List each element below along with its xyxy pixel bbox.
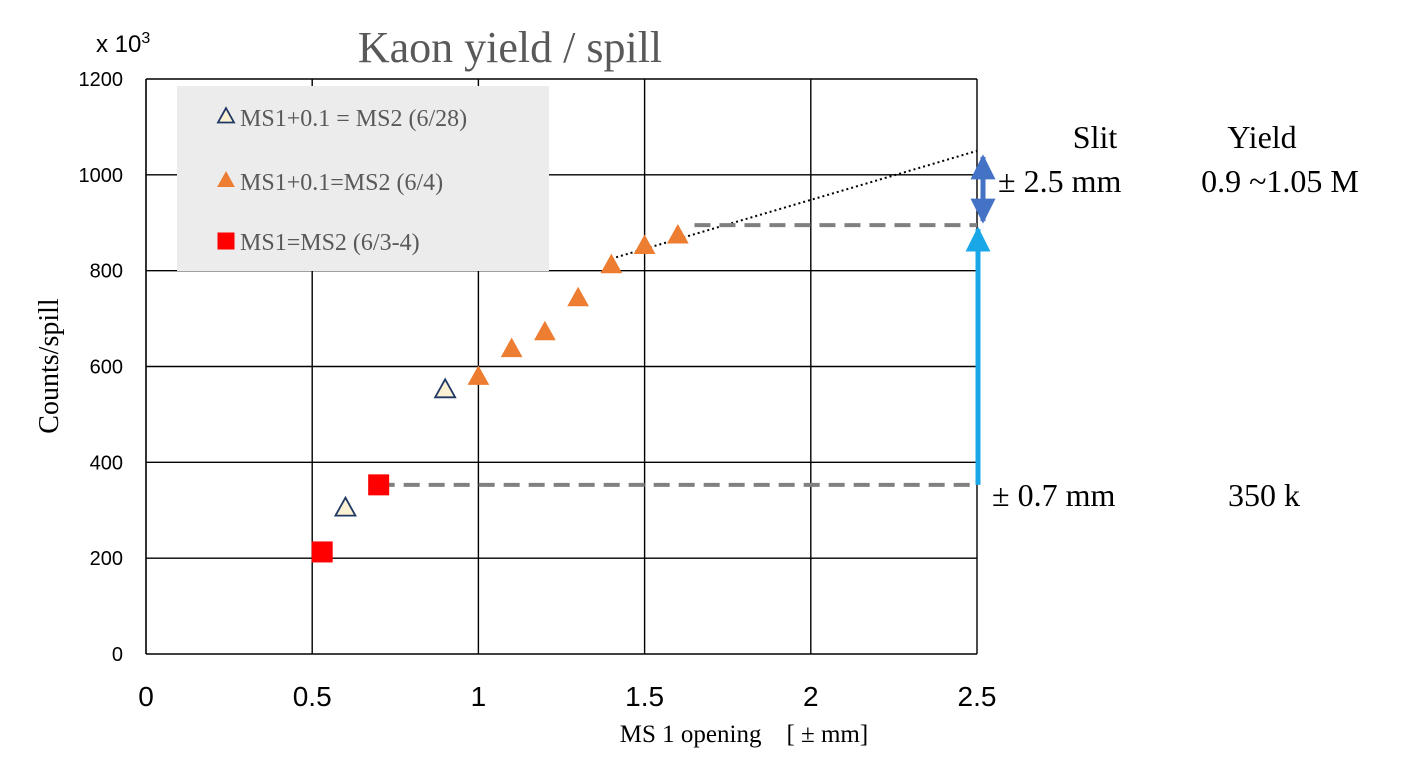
legend-label: MS1+0.1=MS2 (6/4) — [240, 170, 443, 196]
x-tick-label: 0.5 — [293, 681, 332, 712]
data-point — [311, 541, 333, 563]
y-tick-label: 1200 — [79, 69, 124, 91]
table-header-yield: Yield — [1227, 119, 1296, 155]
x-tick-label: 0 — [138, 681, 154, 712]
data-point — [433, 377, 457, 399]
data-point — [666, 223, 689, 244]
legend-marker — [216, 106, 236, 124]
y-tick-label: 400 — [90, 452, 123, 474]
data-point — [633, 234, 656, 255]
data-point — [467, 365, 490, 385]
table-row1-slit: ± 2.5 mm — [998, 163, 1121, 199]
y-tick-label: 800 — [90, 261, 123, 283]
data-point — [500, 337, 523, 358]
legend-label: MS1=MS2 (6/3-4) — [240, 230, 420, 256]
x-tick-label: 1.5 — [625, 681, 664, 712]
trend-line — [611, 149, 978, 260]
legend-label: MS1+0.1 = MS2 (6/28) — [240, 106, 467, 132]
table-row1-yield: 0.9 ~1.05 M — [1201, 163, 1359, 199]
y-tick-label: 0 — [112, 644, 123, 666]
data-point — [368, 474, 390, 496]
table-row2-yield: 350 k — [1228, 477, 1300, 513]
y-multiplier-base: x 10 — [96, 31, 141, 58]
legend: MS1+0.1 = MS2 (6/28) MS1+0.1=MS2 (6/4) MS1… — [216, 106, 467, 256]
data-point — [333, 495, 357, 517]
legend-marker — [217, 171, 235, 187]
y-multiplier: x 103 — [96, 30, 150, 58]
y-multiplier-exp: 3 — [141, 30, 150, 47]
x-axis-label: MS 1 opening [ ± mm] — [620, 721, 868, 748]
x-tick-label: 2 — [803, 681, 819, 712]
chart-title: Kaon yield / spill — [358, 23, 662, 72]
y-tick-label: 600 — [90, 357, 123, 379]
axis-tick-labels: 0 0.5 1 1.5 2 2.5 0 200 400 600 800 1000 1200 — [79, 69, 997, 712]
legend-box — [177, 86, 549, 271]
data-point — [600, 253, 623, 274]
y-tick-label: 200 — [90, 548, 123, 570]
legend-marker — [217, 232, 235, 250]
annotations — [378, 149, 996, 487]
data-points — [311, 223, 689, 563]
data-point — [534, 320, 556, 341]
table-header-slit: Slit — [1073, 119, 1118, 155]
data-point — [567, 286, 589, 307]
x-tick-label: 1 — [471, 681, 487, 712]
table-row2-slit: ± 0.7 mm — [992, 477, 1115, 513]
y-axis-label: Counts/spill — [34, 298, 65, 434]
x-tick-label: 2.5 — [958, 681, 997, 712]
y-tick-label: 1000 — [79, 165, 124, 187]
